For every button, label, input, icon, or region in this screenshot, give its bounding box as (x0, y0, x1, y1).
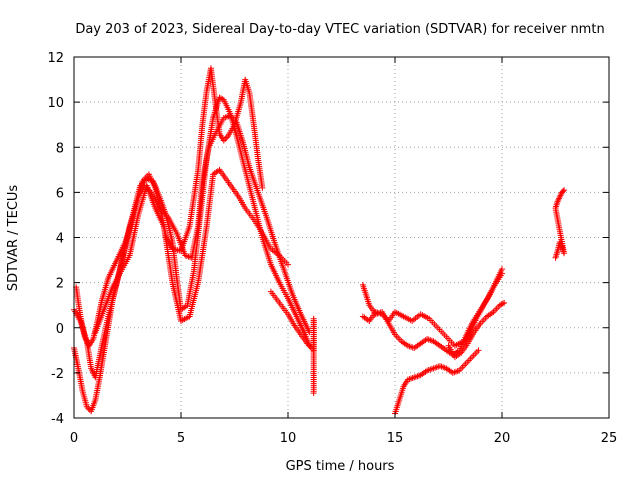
y-tick-label: 2 (56, 277, 64, 292)
y-axis-label: SDTVAR / TECUs (6, 185, 21, 292)
y-tick-label: 12 (47, 51, 64, 66)
data-point (475, 347, 482, 354)
x-tick-label: 10 (280, 431, 297, 446)
y-tick-label: 10 (47, 96, 64, 111)
y-tick-label: -4 (51, 412, 64, 427)
data-point (499, 300, 506, 307)
axis-ticks: 0 5 10 15 20 25 -4 -2 0 2 4 6 8 10 12 (47, 51, 617, 446)
y-tick-label: 0 (56, 322, 64, 337)
data-point (310, 390, 317, 397)
chart-title: Day 203 of 2023, Sidereal Day-to-day VTE… (75, 22, 604, 37)
y-tick-label: -2 (51, 367, 64, 382)
data-point (501, 299, 508, 306)
x-tick-label: 20 (494, 431, 511, 446)
data-point (259, 184, 266, 191)
data-points (71, 65, 568, 417)
data-point (561, 187, 568, 194)
y-tick-label: 6 (56, 186, 64, 201)
gridlines (74, 57, 609, 418)
data-point (559, 188, 566, 195)
data-point (285, 261, 291, 268)
data-point (499, 266, 505, 273)
x-axis-label: GPS time / hours (286, 459, 395, 474)
y-tick-label: 4 (56, 232, 64, 247)
x-tick-label: 0 (70, 431, 78, 446)
x-tick-label: 15 (387, 431, 404, 446)
x-tick-label: 25 (601, 431, 618, 446)
y-tick-label: 8 (56, 141, 64, 156)
x-tick-label: 5 (177, 431, 185, 446)
